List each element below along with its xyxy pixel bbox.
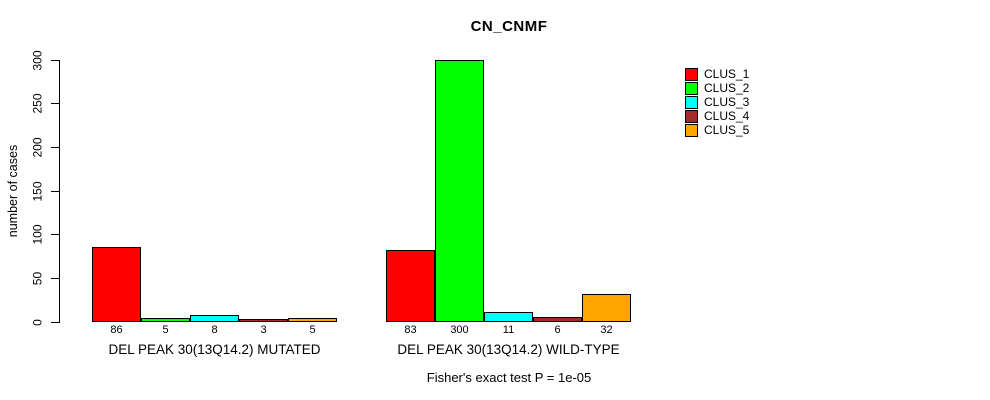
bar-clus_4-group2 [533,316,582,322]
fisher-test-annotation: Fisher's exact test P = 1e-05 [426,370,592,385]
bar-value-label: 8 [211,324,218,336]
legend-item-clus_3: CLUS_3 [685,95,749,109]
legend-swatch-icon [685,67,698,81]
legend-label: CLUS_1 [704,67,750,81]
y-tick-label: 50 [30,271,45,286]
bar-value-label: 6 [554,324,561,336]
bar-value-label: 11 [502,324,515,336]
bar-value-label: 3 [260,324,267,336]
legend-label: CLUS_5 [704,123,750,137]
y-tick-label: 250 [30,93,45,114]
legend-item-clus_2: CLUS_2 [685,81,749,95]
y-tick-mark [51,103,59,105]
bar-value-label: 86 [110,324,123,336]
bar-value-label: 300 [450,324,469,336]
y-tick-mark [51,190,59,192]
y-tick-label: 100 [30,224,45,245]
y-tick-mark [51,59,59,61]
category-label-group2: DEL PEAK 30(13Q14.2) WILD-TYPE [397,342,620,357]
legend-item-clus_4: CLUS_4 [685,109,749,123]
legend-item-clus_5: CLUS_5 [685,123,749,137]
legend-swatch-icon [685,109,698,123]
bar-value-label: 5 [162,324,169,336]
y-tick-label: 200 [30,137,45,158]
bar-clus_1-group1 [92,246,141,322]
y-tick-label: 150 [30,180,45,202]
bar-clus_5-group2 [582,294,631,322]
bar-clus_3-group2 [484,312,533,322]
bar-clus_4-group1 [239,319,288,322]
y-tick-mark [51,234,59,236]
y-tick-label: 0 [30,318,45,326]
bar-clus_2-group1 [141,317,190,322]
y-axis-label: number of cases [6,144,20,238]
bar-clus_3-group1 [190,315,239,322]
bar-clus_2-group2 [435,60,484,322]
y-tick-label: 300 [30,49,45,71]
bar-value-label: 32 [600,324,613,336]
chart-title: CN_CNMF [470,18,548,35]
legend-label: CLUS_2 [704,81,750,95]
legend-swatch-icon [685,95,698,109]
bar-value-label: 5 [309,324,316,336]
legend-swatch-icon [685,123,698,137]
legend: CLUS_1 CLUS_2 CLUS_3 CLUS_4 CLUS_5 [685,67,749,137]
y-tick-mark [51,321,59,323]
category-label-group1: DEL PEAK 30(13Q14.2) MUTATED [108,342,321,357]
bar-clus_5-group1 [288,317,337,322]
bar-value-label: 83 [404,324,417,336]
legend-label: CLUS_4 [704,109,750,123]
legend-label: CLUS_3 [704,95,750,109]
bar-clus_1-group2 [386,249,435,322]
y-tick-mark [51,277,59,279]
y-tick-mark [51,146,59,148]
legend-swatch-icon [685,81,698,95]
y-axis-line [59,60,60,323]
legend-item-clus_1: CLUS_1 [685,67,749,81]
